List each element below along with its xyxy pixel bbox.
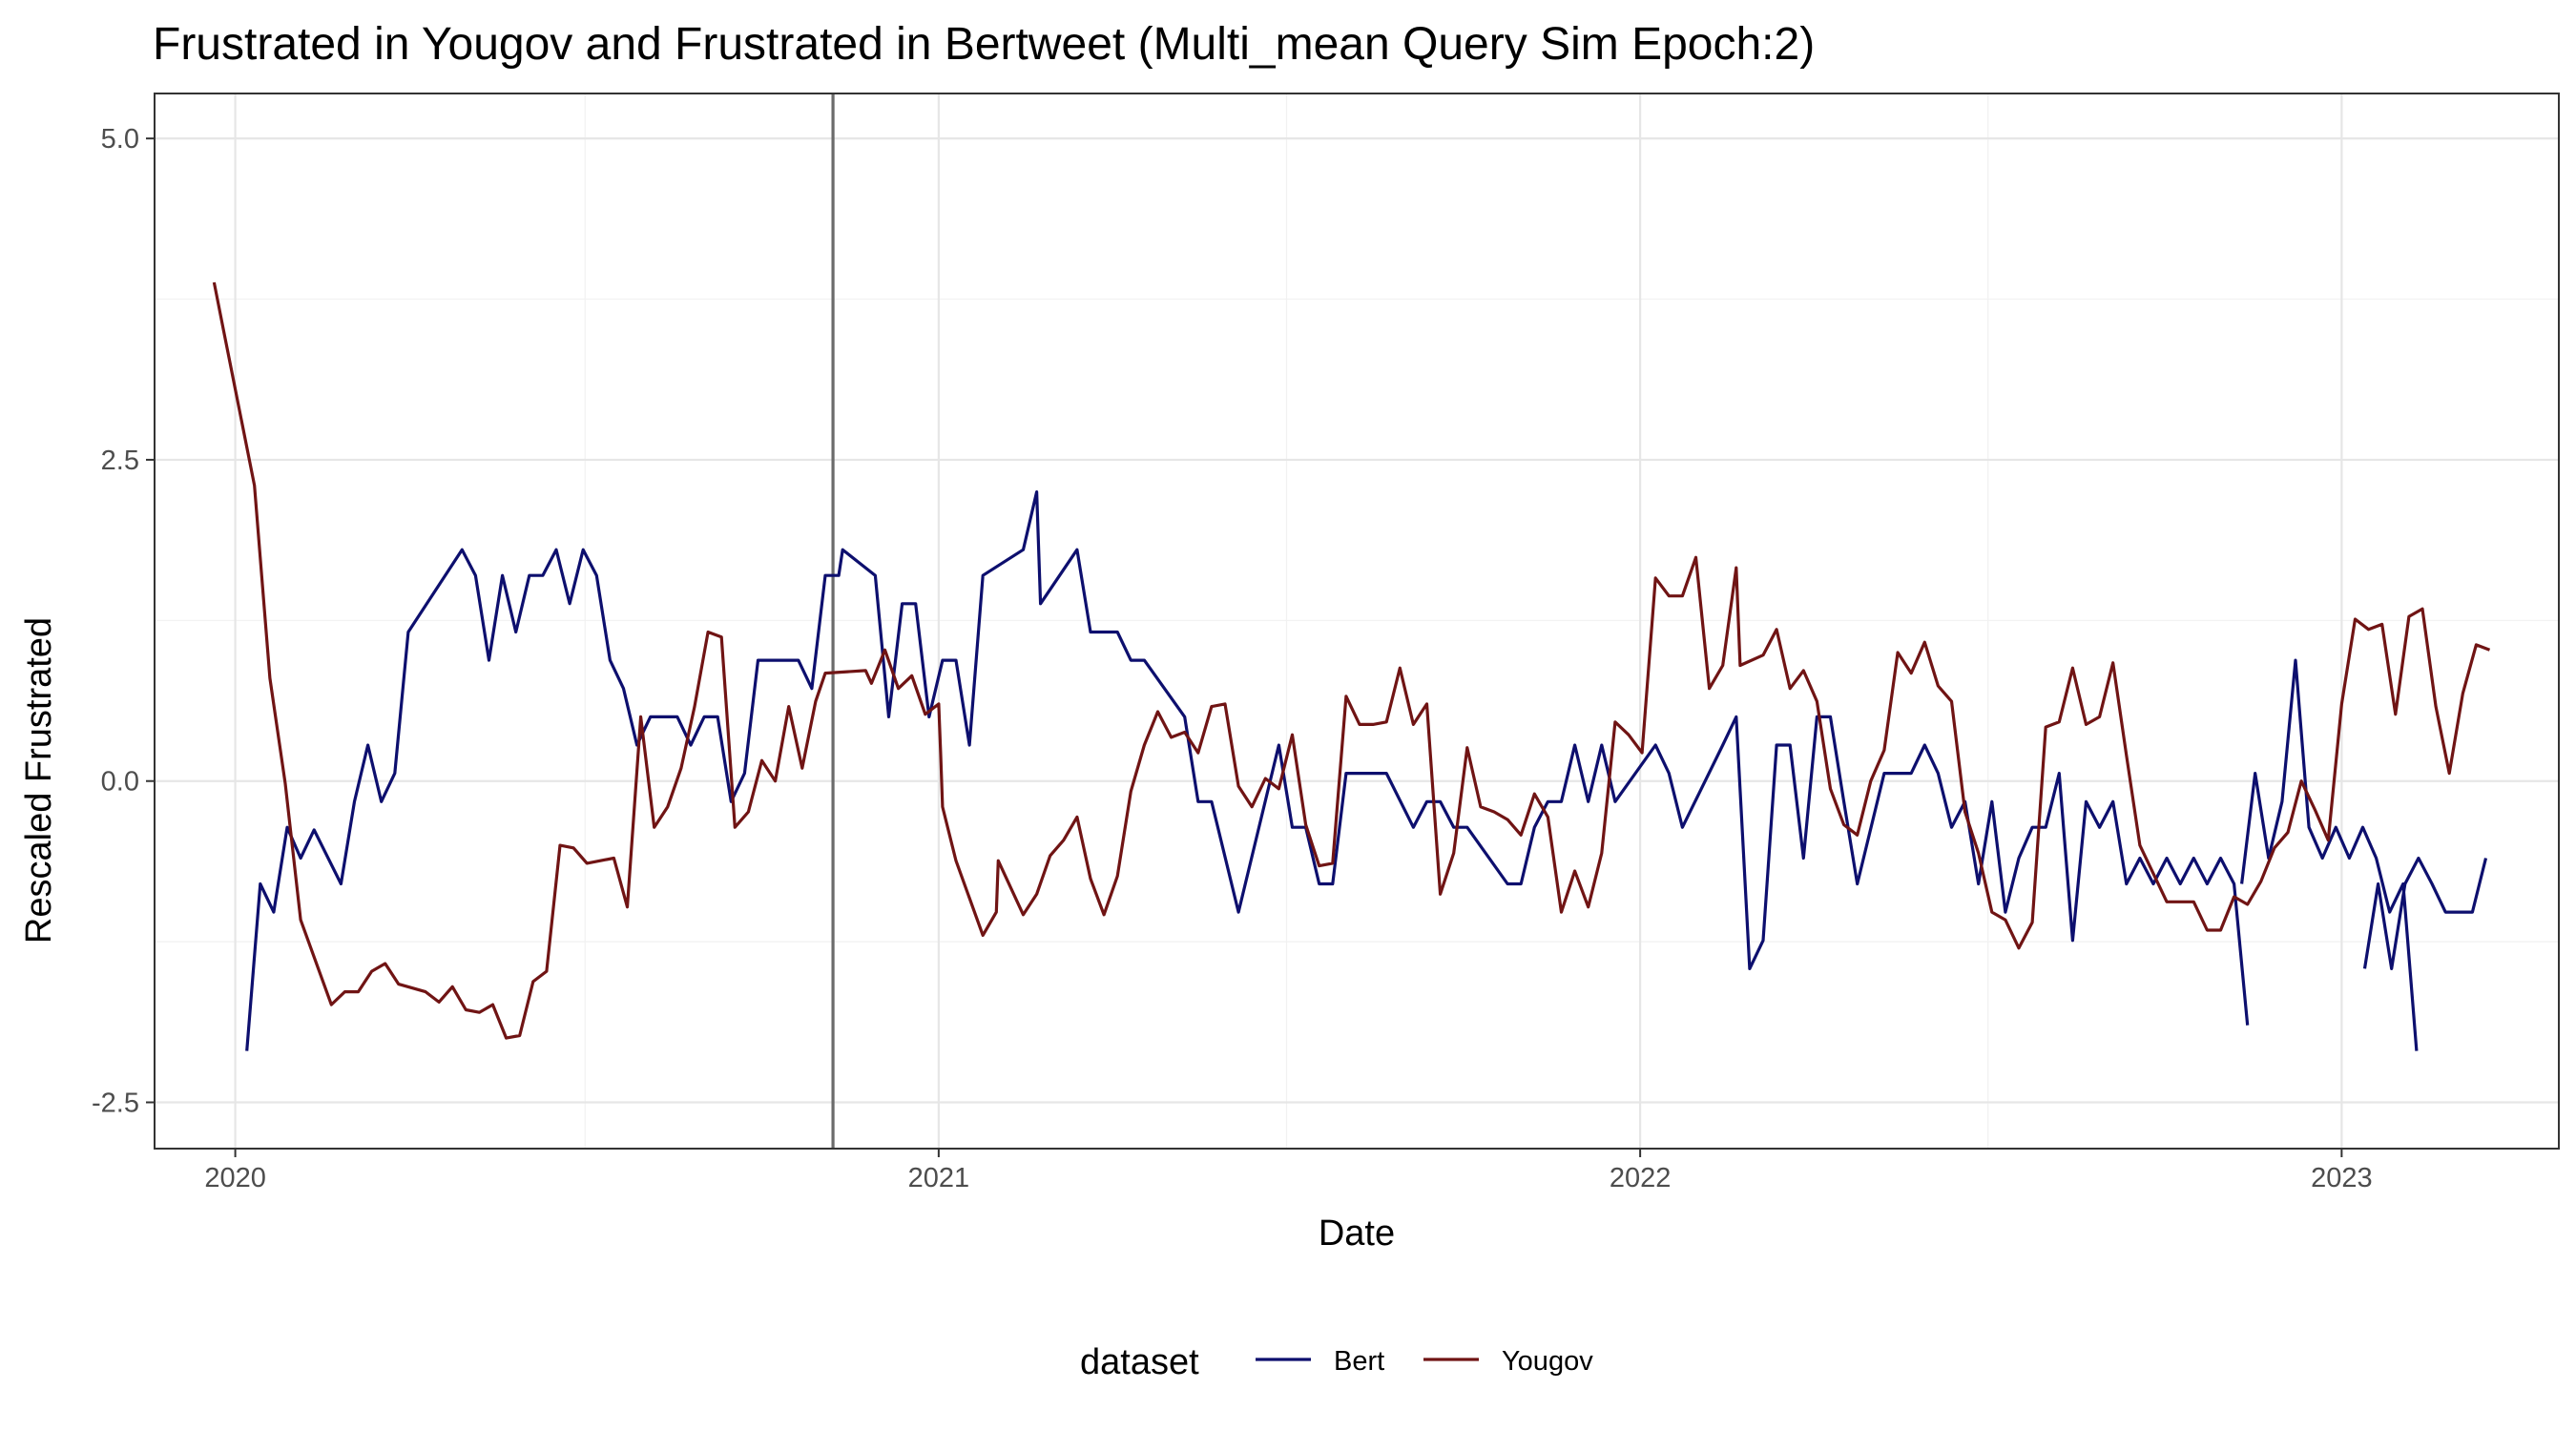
x-tick-label: 2021 [908, 1163, 970, 1193]
series-line-bert [245, 489, 2250, 1051]
series-line-yougov [212, 281, 2491, 1040]
y-tick-label: 0.0 [101, 767, 139, 798]
x-axis-ticks: 2020 2021 2022 2023 [204, 1149, 2373, 1193]
plot-panel-background [155, 93, 2559, 1149]
series-layer [212, 281, 2491, 1051]
series-line-bert [2362, 856, 2488, 971]
y-axis-title: Rescaled Frustrated [19, 617, 59, 944]
y-tick-label: 5.0 [101, 124, 139, 155]
y-tick-label: 2.5 [101, 446, 139, 476]
legend: dataset Bert Yougov [1080, 1342, 1593, 1382]
plot-panel-border [154, 93, 2560, 1150]
x-tick-label: 2023 [2311, 1163, 2373, 1193]
legend-label-bert: Bert [1334, 1346, 1384, 1377]
chart-title: Frustrated in Yougov and Frustrated in B… [153, 19, 1815, 70]
y-tick-label: -2.5 [92, 1089, 139, 1119]
x-tick-label: 2020 [204, 1163, 266, 1193]
series-line-bert [2240, 658, 2419, 1051]
x-tick-label: 2022 [1610, 1163, 1672, 1193]
legend-title: dataset [1080, 1342, 1199, 1382]
grid-layer [155, 93, 2559, 1149]
y-axis-ticks: -2.5 0.0 2.5 5.0 [92, 124, 155, 1119]
x-axis-title: Date [1319, 1213, 1395, 1254]
legend-label-yougov: Yougov [1502, 1346, 1593, 1377]
